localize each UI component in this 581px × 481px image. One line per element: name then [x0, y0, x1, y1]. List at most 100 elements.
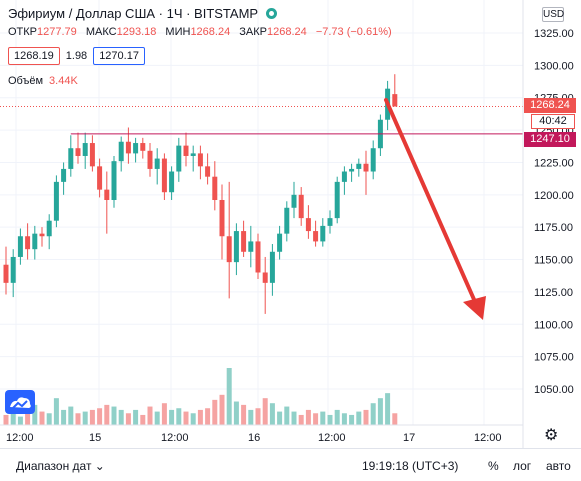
volume-bar	[118, 409, 124, 425]
candle-body	[10, 256, 16, 283]
volume-bar	[356, 411, 362, 425]
candle-body	[349, 168, 355, 172]
candle-body	[327, 218, 333, 226]
high-value: 1293.18	[116, 26, 157, 38]
candle-body	[140, 143, 146, 151]
candle-body	[197, 153, 203, 167]
sell-button[interactable]: 1268.19	[8, 47, 60, 65]
candle-body	[25, 236, 31, 250]
candle	[82, 132, 88, 169]
price-tick-label: 1050.00	[534, 384, 574, 396]
candle-body	[53, 181, 59, 221]
candle	[89, 135, 95, 172]
volume-bar	[75, 413, 81, 425]
candle	[176, 137, 182, 182]
low-label: МИН	[165, 26, 191, 38]
close-label: ЗАКР	[239, 26, 267, 38]
currency-button[interactable]: USD	[542, 7, 565, 22]
volume-bar	[140, 414, 146, 425]
price-axis: 1325.001300.001275.001250.001225.001200.…	[534, 28, 574, 396]
symbol-title: Эфириум / Доллар США · 1Ч · BITSTAMP	[8, 6, 259, 21]
candle-body	[161, 158, 167, 193]
candle	[17, 228, 23, 265]
volume-bar	[39, 411, 45, 425]
candle-body	[154, 158, 160, 169]
clock-timezone[interactable]: 19:19:18 (UTC+3)	[362, 459, 459, 473]
candle	[190, 145, 196, 172]
candle	[147, 143, 153, 177]
candle-body	[68, 148, 74, 169]
candle-body	[226, 236, 232, 263]
volume-bar	[377, 398, 383, 425]
chevron-down-icon: ⌄	[94, 459, 105, 473]
price-tick-label: 1125.00	[534, 287, 573, 299]
time-tick-label: 12:00	[6, 432, 34, 444]
price-tick-label: 1325.00	[534, 28, 574, 40]
tradingview-logo-icon[interactable]	[5, 390, 35, 414]
volume-bar	[46, 413, 52, 425]
candle-body	[262, 272, 268, 283]
market-status-icon[interactable]	[266, 8, 278, 19]
candle-body	[219, 199, 225, 237]
candle	[111, 155, 117, 208]
candle-body	[75, 148, 81, 156]
volume-bar	[334, 409, 340, 425]
chart-grid	[0, 0, 523, 425]
volume-bar	[133, 409, 139, 425]
candle-body	[305, 218, 311, 232]
candle-body	[320, 225, 326, 242]
candle	[298, 187, 304, 226]
open-label: ОТКР	[8, 26, 38, 38]
bottom-toolbar: Диапазон дат ⌄ 19:19:18 (UTC+3) % лог ав…	[0, 448, 581, 481]
volume-bar	[313, 413, 319, 425]
candle	[46, 214, 52, 250]
volume-bar	[269, 403, 275, 425]
candle	[219, 184, 225, 260]
volume-bar	[363, 409, 369, 425]
volume-legend[interactable]: Объём 3.44K	[8, 75, 78, 87]
volume-bar	[82, 411, 88, 425]
volume-bar	[327, 414, 333, 425]
candle	[341, 166, 347, 195]
candle	[3, 246, 9, 295]
volume-bar	[392, 413, 398, 425]
auto-scale-toggle[interactable]: авто	[546, 459, 571, 473]
open-value: 1277.79	[37, 26, 77, 38]
price-tick-label: 1200.00	[534, 190, 574, 202]
candle	[284, 201, 290, 242]
date-range-button[interactable]: Диапазон дат ⌄	[16, 459, 105, 473]
time-tick-label: 17	[403, 432, 415, 444]
time-axis: 12:00 15 12:00 16 12:00 17 12:00	[6, 432, 502, 444]
log-scale-toggle[interactable]: лог	[513, 459, 532, 473]
percent-scale-toggle[interactable]: %	[488, 459, 499, 473]
candle	[53, 175, 59, 228]
price-chart[interactable]: 1325.001300.001275.001250.001225.001200.…	[0, 0, 581, 448]
volume-bar	[68, 406, 74, 425]
candle-body	[190, 153, 196, 156]
candle-body	[233, 231, 239, 263]
candle	[363, 150, 369, 195]
candle	[291, 181, 297, 219]
volume-bar	[277, 411, 283, 425]
candle	[320, 218, 326, 247]
volume-value: 3.44K	[49, 75, 78, 87]
candle	[248, 225, 254, 268]
volume-bar	[241, 404, 247, 425]
candle-body	[118, 141, 124, 162]
volume-bar	[25, 408, 31, 425]
volume-bar	[111, 406, 117, 425]
candle-body	[363, 163, 369, 172]
candle	[197, 145, 203, 180]
candle	[377, 114, 383, 156]
buy-button[interactable]: 1270.17	[93, 47, 145, 65]
candle-body	[183, 145, 189, 156]
volume-bar	[125, 413, 131, 425]
candle	[356, 158, 362, 177]
symbol-legend[interactable]: Эфириум / Доллар США · 1Ч · BITSTAMP	[8, 6, 278, 21]
candle	[32, 225, 38, 260]
candle-body	[147, 150, 153, 169]
volume-bar	[349, 414, 355, 425]
candle	[97, 158, 103, 198]
settings-gear-icon[interactable]: ⚙	[544, 427, 559, 444]
volume-bar	[226, 368, 232, 425]
